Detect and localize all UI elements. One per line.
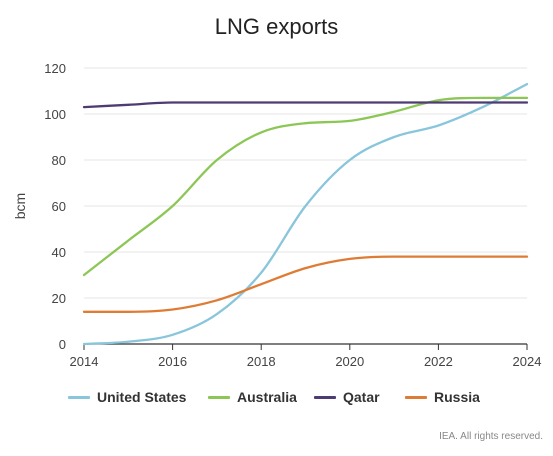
legend-swatch	[314, 395, 336, 399]
legend-swatch	[208, 395, 230, 399]
y-tick-label: 100	[44, 107, 66, 122]
legend-swatch	[68, 395, 90, 399]
x-tick-label: 2022	[424, 354, 453, 369]
series-lines	[82, 82, 529, 346]
y-axis-ticks: 0 20 40 60 80 100 120	[44, 61, 66, 352]
y-axis-label: bcm	[12, 193, 28, 219]
legend-label: United States	[97, 389, 187, 405]
chart-title: LNG exports	[214, 14, 339, 39]
copyright-note: IEA. All rights reserved.	[439, 431, 543, 442]
x-tick-label: 2016	[158, 354, 187, 369]
y-tick-label: 80	[52, 153, 66, 168]
legend-item-united-states[interactable]: United States	[68, 389, 186, 405]
x-tick-label: 2024	[513, 354, 542, 369]
y-tick-label: 60	[52, 199, 66, 214]
legend-item-australia[interactable]: Australia	[208, 389, 297, 405]
x-tick-label: 2018	[247, 354, 276, 369]
series-line-australia	[82, 96, 529, 277]
legend-label: Australia	[237, 389, 297, 405]
y-tick-label: 0	[59, 337, 66, 352]
legend-swatch	[405, 395, 427, 399]
legend-item-qatar[interactable]: Qatar	[314, 389, 380, 405]
x-tick-label: 2020	[335, 354, 364, 369]
legend-label: Russia	[434, 389, 480, 405]
legend: United States Australia Qatar Russia	[0, 389, 553, 411]
series-line-russia	[82, 255, 529, 313]
legend-label: Qatar	[343, 389, 380, 405]
y-tick-label: 120	[44, 61, 66, 76]
legend-item-russia[interactable]: Russia	[405, 389, 480, 405]
y-tick-label: 40	[52, 245, 66, 260]
x-axis-ticks: 2014 2016 2018 2020 2022 2024	[70, 344, 542, 369]
x-tick-label: 2014	[70, 354, 99, 369]
series-line-united-states	[82, 82, 529, 346]
y-tick-label: 20	[52, 291, 66, 306]
series-line-qatar	[82, 101, 529, 109]
